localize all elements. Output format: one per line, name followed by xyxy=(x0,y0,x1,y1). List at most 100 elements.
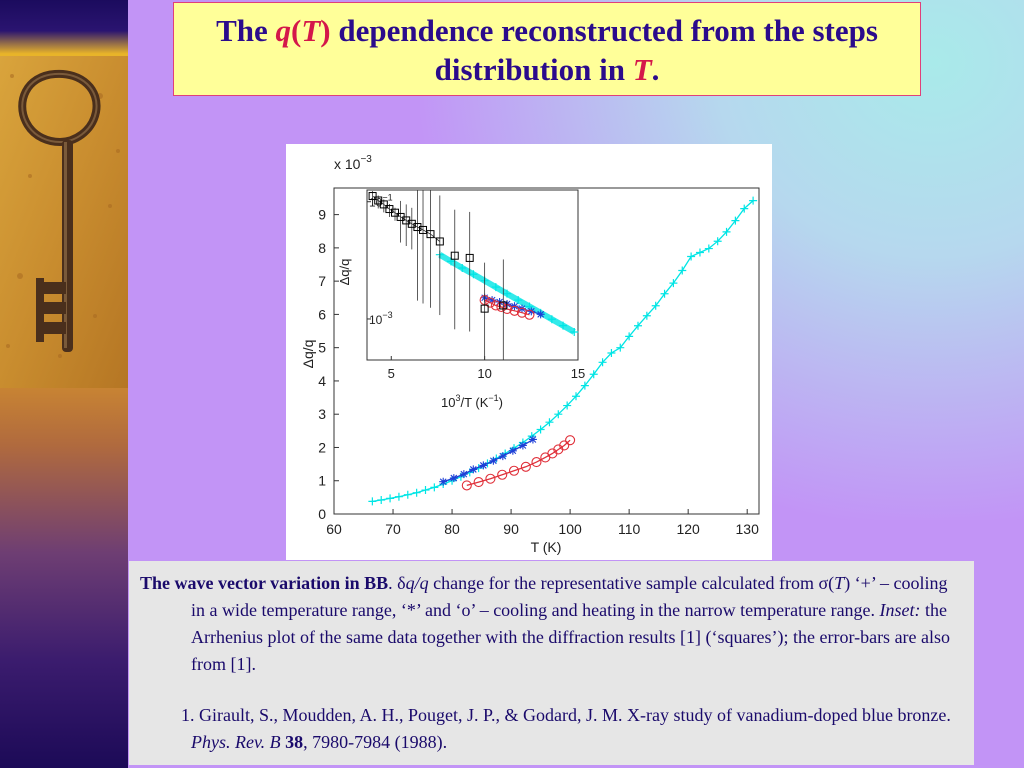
title-text-1: The xyxy=(216,13,276,48)
caption-text-3: the Arrhenius plot of the same data toge… xyxy=(191,600,951,674)
reference-text-1: 1. Girault, S., Moudden, A. H., Pouget, … xyxy=(181,705,951,725)
main-point-plus xyxy=(687,252,696,261)
main-x-tick-label: 100 xyxy=(558,521,582,537)
main-y-label: Δq/q xyxy=(300,340,316,369)
main-point-star xyxy=(449,474,458,483)
main-x-tick-label: 110 xyxy=(618,521,641,537)
inset-point-plus xyxy=(514,296,523,305)
antique-key-photo xyxy=(0,56,128,388)
inset-x-tick-label: 15 xyxy=(571,366,585,381)
inset-point-square xyxy=(480,304,489,313)
inset-point-plus xyxy=(491,283,500,292)
main-point-plus xyxy=(731,216,740,225)
main-point-plus xyxy=(695,248,704,257)
inset-point-square xyxy=(435,237,444,246)
chart-svg: x 10−3 T (K) Δq/q 60 70 80 90 100 110 120 13001… xyxy=(300,154,760,555)
main-x-tick-label: 120 xyxy=(676,521,700,537)
main-point-circle xyxy=(531,457,542,468)
chart-figure: x 10−3 T (K) Δq/q 60 70 80 90 100 110 120 130 0 1… xyxy=(286,144,772,560)
main-point-plus xyxy=(740,204,749,213)
inset-point-square xyxy=(499,301,508,310)
main-point-circle xyxy=(565,435,576,446)
main-y-tick-label: 2 xyxy=(318,439,326,455)
main-point-star xyxy=(508,446,517,455)
main-plot-frame xyxy=(333,187,760,515)
main-point-plus xyxy=(580,381,589,390)
main-y-tick-label: 3 xyxy=(318,406,326,422)
inset-point-square xyxy=(419,225,428,234)
inset-point-star xyxy=(527,307,536,316)
main-point-plus xyxy=(669,279,678,288)
main-point-plus xyxy=(394,492,403,501)
main-point-star xyxy=(479,461,488,470)
main-point-plus xyxy=(563,401,572,410)
inset-y-label: Δq/q xyxy=(337,259,352,286)
main-series-line-circle xyxy=(466,439,571,487)
main-y-tick-label: 0 xyxy=(318,506,326,522)
reference-journal: Phys. Rev. B xyxy=(191,732,281,752)
title-paren-open: ( xyxy=(291,13,302,48)
main-y-tick-label: 5 xyxy=(318,340,326,356)
figure-caption: The wave vector variation in BB. δq/q ch… xyxy=(129,561,974,765)
caption-lead: The wave vector variation in BB xyxy=(140,573,389,593)
slide-title: The q(T) dependence reconstructed from t… xyxy=(173,2,921,96)
main-point-circle xyxy=(508,465,520,476)
main-point-circle xyxy=(485,473,496,484)
main-y-tick-label: 6 xyxy=(318,306,326,322)
inset-point-square xyxy=(426,230,435,239)
main-x-tick-label: 130 xyxy=(736,521,760,537)
inset-point-star xyxy=(536,310,545,319)
inset-x-tick-label: 10 xyxy=(477,366,491,381)
title-period: . xyxy=(651,52,660,87)
main-x-label: T (K) xyxy=(531,539,562,555)
main-point-plus xyxy=(625,332,634,341)
inset-x-tick-label: 5 xyxy=(388,366,395,381)
title-q: q xyxy=(275,13,292,48)
main-point-circle xyxy=(520,461,531,472)
caption-paragraph: The wave vector variation in BB. δq/q ch… xyxy=(140,570,962,678)
inset-point-plus xyxy=(469,270,478,279)
title-text-2: dependence reconstructed from the steps xyxy=(330,13,878,48)
main-point-plus xyxy=(377,496,386,505)
inset-point-square xyxy=(465,253,474,262)
reference-entry: 1. Girault, S., Moudden, A. H., Pouget, … xyxy=(140,702,962,756)
main-point-plus xyxy=(412,488,421,497)
inset-point-circle xyxy=(485,297,496,308)
main-point-plus xyxy=(572,392,581,401)
inset-point-square xyxy=(413,223,422,232)
inset-point-square xyxy=(450,251,459,260)
main-point-star xyxy=(439,477,448,486)
main-point-plus xyxy=(368,497,377,506)
main-point-plus xyxy=(545,418,554,427)
main-x-tick-label: 90 xyxy=(503,521,519,537)
caption-q1: q xyxy=(405,573,415,593)
caption-delta: δ xyxy=(397,573,406,593)
caption-text-2: ) ‘+’ – cooling in a wide temperature ra… xyxy=(191,573,948,620)
main-y-tick-label: 4 xyxy=(318,373,326,389)
main-series-line-star xyxy=(442,438,534,483)
inset-point-circle xyxy=(524,309,535,320)
inset-point-square xyxy=(391,208,400,217)
title-T-2: T xyxy=(632,52,652,87)
inset-point-plus xyxy=(559,321,568,330)
main-point-plus xyxy=(403,490,412,499)
caption-slash: / xyxy=(414,573,420,593)
main-point-plus xyxy=(430,483,439,492)
inset-series-line-square xyxy=(372,195,441,242)
reference-volume: 38 xyxy=(285,732,304,752)
main-y-tick-label: 8 xyxy=(318,240,326,256)
main-x-tick-label: 80 xyxy=(444,521,460,537)
main-point-plus xyxy=(607,348,616,357)
main-point-plus xyxy=(642,311,651,320)
main-point-plus xyxy=(536,425,545,434)
inset-point-star xyxy=(488,296,497,305)
main-point-circle xyxy=(473,477,484,488)
main-y-tick-label: 9 xyxy=(318,207,326,223)
main-point-plus xyxy=(722,227,731,236)
caption-text-1: change for the representative sample cal… xyxy=(428,573,835,593)
inset-point-plus xyxy=(503,289,512,298)
main-point-plus xyxy=(421,486,430,495)
main-point-plus xyxy=(386,494,395,503)
inset-point-square xyxy=(368,192,377,201)
inset-point-plus xyxy=(458,264,467,273)
